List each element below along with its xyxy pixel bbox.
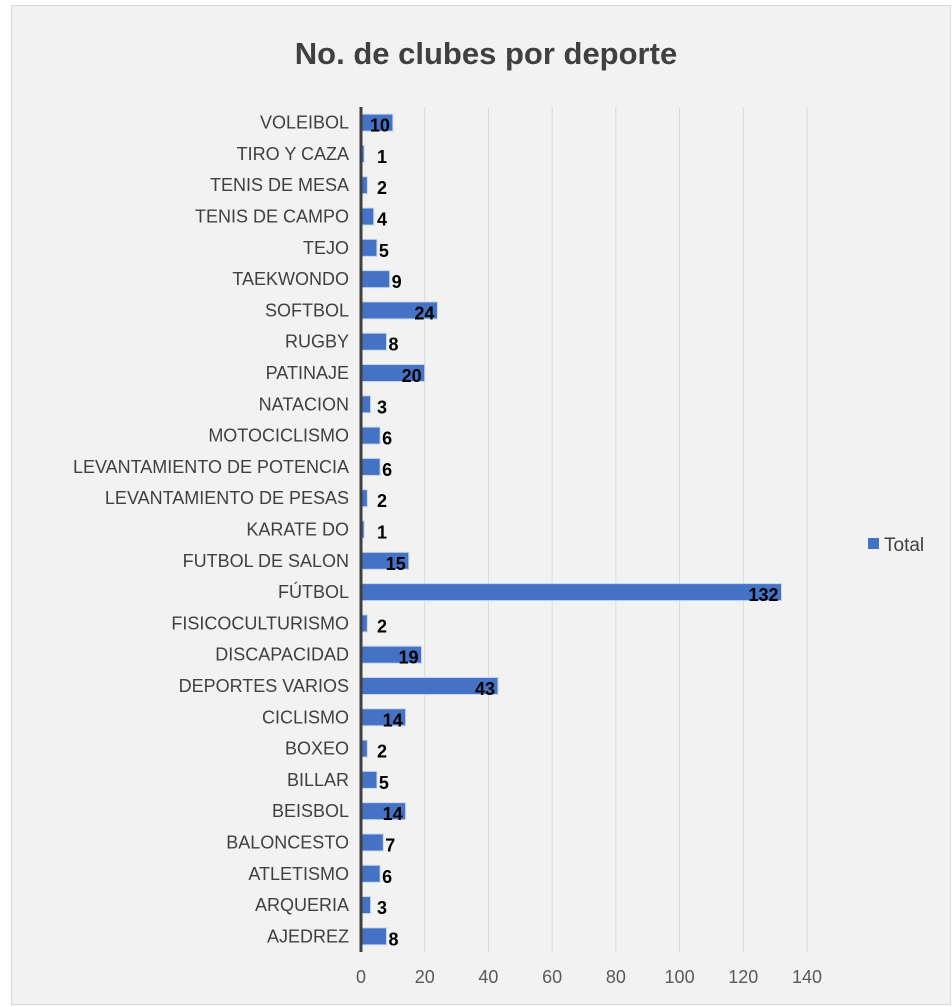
data-label-baloncesto: 7	[385, 835, 395, 855]
data-label-rugby: 8	[388, 335, 398, 355]
category-label-levantamiento-de-potencia: LEVANTAMIENTO DE POTENCIA	[73, 457, 349, 477]
data-label-beisbol: 14	[383, 804, 403, 824]
category-label-ciclismo: CICLISMO	[262, 707, 349, 727]
bar-motociclismo	[360, 426, 381, 445]
x-tick-label-40: 40	[478, 967, 498, 987]
x-tick-label-60: 60	[542, 967, 562, 987]
data-label-levantamiento-de-pesas: 2	[377, 491, 387, 511]
data-label-deportes-varios: 43	[475, 679, 495, 699]
category-label-ajedrez: AJEDREZ	[267, 926, 349, 946]
category-label-voleibol: VOLEIBOL	[260, 113, 349, 133]
category-label-boxeo: BOXEO	[285, 739, 349, 759]
x-tick-label-140: 140	[792, 967, 822, 987]
legend: Total	[868, 535, 924, 556]
category-label-tiro-y-caza: TIRO Y CAZA	[237, 144, 349, 164]
category-label-motociclismo: MOTOCICLISMO	[208, 426, 349, 446]
data-label-karate-do: 1	[377, 523, 387, 543]
bar-baloncesto	[360, 833, 384, 852]
category-label-rugby: RUGBY	[285, 332, 349, 352]
category-label-tenis-de-mesa: TENIS DE MESA	[210, 175, 349, 195]
data-label-motociclismo: 6	[382, 429, 392, 449]
category-label-softbol: SOFTBOL	[265, 300, 349, 320]
x-axis-tick-labels: 0 20 40 60 80 100 120 140	[356, 967, 822, 987]
data-label-voleibol: 10	[370, 116, 390, 136]
category-label-beisbol: BEISBOL	[272, 801, 349, 821]
data-label-boxeo: 2	[377, 742, 387, 762]
bar-tejo	[360, 238, 378, 257]
category-label-arqueria: ARQUERIA	[255, 895, 349, 915]
category-label-karate-do: KARATE DO	[246, 520, 349, 540]
chart-area: No. de clubes por deporte VOLEIBOL TIRO Y…	[11, 5, 951, 1005]
legend-swatch	[868, 538, 879, 549]
data-label-ajedrez: 8	[388, 929, 398, 949]
bar-tenis-de-campo	[360, 207, 375, 226]
data-label-tiro-y-caza: 1	[377, 147, 387, 167]
bars	[360, 113, 783, 946]
gridlines	[424, 107, 808, 952]
data-label-softbol: 24	[414, 303, 434, 323]
bar-atletismo	[360, 864, 381, 883]
bar-chart: No. de clubes por deporte VOLEIBOL TIRO Y…	[73, 36, 924, 987]
data-label-tejo: 5	[379, 241, 389, 261]
data-label-levantamiento-de-potencia: 6	[382, 460, 392, 480]
category-label-atletismo: ATLETISMO	[248, 864, 349, 884]
category-label-taekwondo: TAEKWONDO	[232, 269, 349, 289]
category-label-natacion: NATACION	[259, 394, 349, 414]
bar-billar	[360, 770, 378, 789]
category-label-patinaje: PATINAJE	[266, 363, 349, 383]
category-label-tenis-de-campo: TENIS DE CAMPO	[195, 207, 349, 227]
x-tick-label-0: 0	[356, 967, 366, 987]
bar-ajedrez	[360, 927, 387, 946]
data-label-f-tbol: 132	[748, 585, 778, 605]
category-label-tejo: TEJO	[303, 238, 349, 258]
category-label-billar: BILLAR	[287, 770, 349, 790]
x-tick-label-20: 20	[415, 967, 435, 987]
data-label-ciclismo: 14	[383, 710, 403, 730]
category-label-levantamiento-de-pesas: LEVANTAMIENTO DE PESAS	[105, 488, 349, 508]
category-label-futbol-de-salon: FUTBOL DE SALON	[183, 551, 349, 571]
data-label-patinaje: 20	[402, 366, 422, 386]
x-tick-label-80: 80	[606, 967, 626, 987]
bar-f-tbol	[360, 583, 783, 602]
data-label-arqueria: 3	[377, 898, 387, 918]
category-label-baloncesto: BALONCESTO	[226, 832, 349, 852]
category-label-discapacidad: DISCAPACIDAD	[215, 645, 349, 665]
category-label-f-tbol: FÚTBOL	[278, 581, 349, 602]
x-tick-label-120: 120	[728, 967, 758, 987]
category-label-fisicoculturismo: FISICOCULTURISMO	[171, 613, 349, 633]
bar-rugby	[360, 332, 387, 351]
data-label-atletismo: 6	[382, 867, 392, 887]
legend-label-total: Total	[884, 535, 924, 556]
category-labels: VOLEIBOL TIRO Y CAZA TENIS DE MESA TENIS DE…	[73, 113, 349, 947]
data-label-fisicoculturismo: 2	[377, 616, 387, 636]
data-label-tenis-de-campo: 4	[377, 210, 387, 230]
data-label-tenis-de-mesa: 2	[377, 178, 387, 198]
data-label-natacion: 3	[377, 397, 387, 417]
bar-taekwondo	[360, 270, 391, 289]
data-label-billar: 5	[379, 773, 389, 793]
chart-title: No. de clubes por deporte	[295, 36, 677, 71]
category-label-deportes-varios: DEPORTES VARIOS	[179, 676, 349, 696]
x-tick-label-100: 100	[665, 967, 695, 987]
bar-levantamiento-de-potencia	[360, 457, 381, 476]
data-label-discapacidad: 19	[398, 648, 418, 668]
data-label-futbol-de-salon: 15	[386, 554, 406, 574]
data-label-taekwondo: 9	[392, 272, 402, 292]
